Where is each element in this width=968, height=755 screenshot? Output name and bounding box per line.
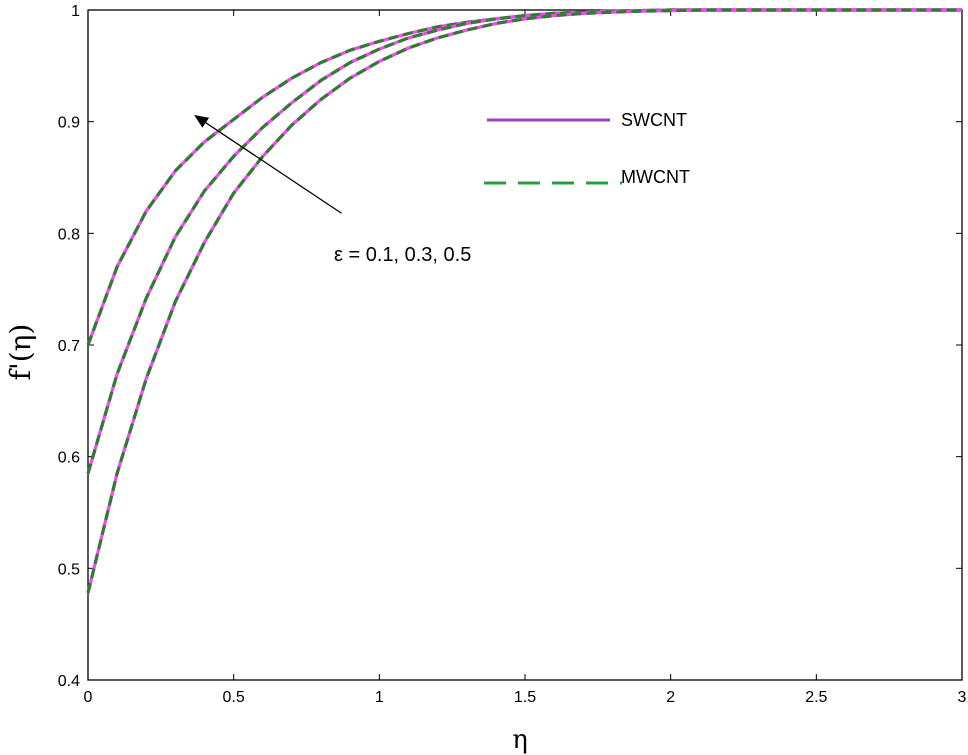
x-tick-label: 2.5 [805, 689, 827, 706]
annotation-label: ε = 0.1, 0.3, 0.5 [334, 244, 471, 266]
legend: SWCNT MWCNT [484, 110, 690, 187]
series-line-swcnt-2 [86, 8, 962, 474]
x-tick-label: 0.5 [223, 689, 245, 706]
legend-label-mwcnt: MWCNT [621, 167, 690, 187]
y-tick-label: 0.9 [58, 115, 80, 132]
x-tick-label: 2 [666, 689, 675, 706]
x-tick-label: 1.5 [514, 689, 536, 706]
annotation-arrow [194, 114, 342, 214]
series-line-mwcnt-2 [86, 8, 962, 474]
axis-ticks: 0 0.5 1 1.5 2 2.5 3 0.4 0.5 0.6 0.7 0.8 0.9 1 [58, 3, 967, 706]
x-axis-title: η [512, 725, 528, 755]
series-line-mwcnt-1 [86, 8, 962, 346]
y-tick-label: 0.7 [58, 338, 80, 355]
y-tick-label: 0.4 [58, 673, 80, 690]
series-group [86, 8, 962, 594]
legend-label-swcnt: SWCNT [621, 110, 687, 130]
series-line-swcnt-3 [86, 8, 962, 594]
y-axis-title: f'(η) [4, 324, 37, 381]
y-tick-label: 0.5 [58, 561, 80, 578]
y-tick-label: 0.8 [58, 226, 80, 243]
annotation: ε = 0.1, 0.3, 0.5 [194, 114, 471, 266]
y-tick-label: 0.6 [58, 450, 80, 467]
x-tick-label: 1 [375, 689, 384, 706]
x-tick-label: 0 [84, 689, 93, 706]
plot-area-border [87, 9, 963, 681]
y-tick-label: 1 [71, 3, 80, 20]
plot-frame [87, 9, 963, 681]
series-line-swcnt-1 [86, 8, 962, 346]
x-tick-label: 3 [958, 689, 967, 706]
series-line-mwcnt-3 [86, 8, 962, 594]
